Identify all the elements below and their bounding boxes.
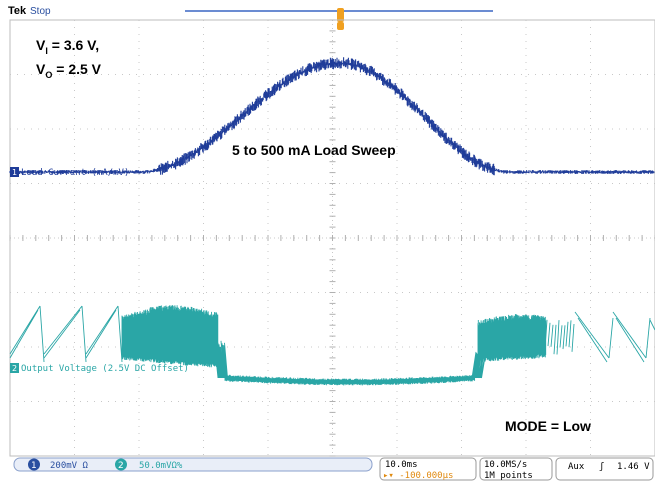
status-bar: 1 200mV Ω 2 50.0mVΩ% 10.0ms ▸▾ -100.000μ… <box>13 457 654 481</box>
sample-rate: 10.0MS/s <box>484 460 527 470</box>
svg-text:1: 1 <box>31 461 37 471</box>
trigger-level: 1.46 V <box>617 462 650 472</box>
svg-text:1: 1 <box>12 168 17 177</box>
ch1-marker: 1 <box>10 167 19 177</box>
ch2-label: Output Voltage (2.5V DC Offset) <box>21 364 189 374</box>
graticule-grid <box>9 19 655 457</box>
svg-text:2: 2 <box>12 364 17 373</box>
ch1-label: Load Current (mA/mV) <box>21 168 129 178</box>
svg-text:VO = 2.5 V: VO = 2.5 V <box>36 61 102 80</box>
trigger-position-icon <box>337 8 344 30</box>
timebase: 10.0ms <box>385 460 418 470</box>
record-length: 1M points <box>484 471 533 481</box>
trigger-slope-icon: ʃ <box>599 462 604 472</box>
ch2-scale: 50.0mVΩ% <box>139 461 183 471</box>
mode-annotation: MODE = Low <box>505 418 591 434</box>
vo-annotation: VO = 2.5 V <box>36 61 102 80</box>
ch1-scale: 200mV Ω <box>50 461 89 471</box>
ch2-marker: 2 <box>10 363 19 373</box>
vi-annotation: VI = 3.6 V, <box>36 37 99 56</box>
trigger-delay: ▸▾ -100.000μs <box>383 471 453 481</box>
brand-label: Tek <box>8 5 27 17</box>
svg-text:2: 2 <box>118 461 124 471</box>
svg-text:VI = 3.6 V,: VI = 3.6 V, <box>36 37 99 56</box>
acquisition-state: Stop <box>30 6 51 17</box>
output-voltage-trace <box>9 305 655 386</box>
trigger-source: Aux <box>568 462 585 472</box>
sweep-annotation: 5 to 500 mA Load Sweep <box>232 142 396 158</box>
